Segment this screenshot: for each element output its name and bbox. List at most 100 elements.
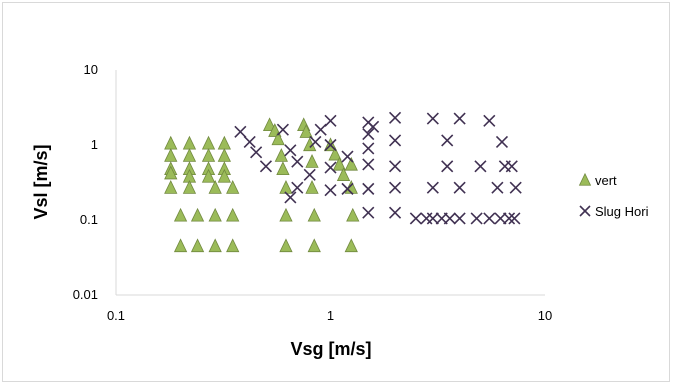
data-point-x [441, 160, 454, 173]
data-point-triangle [307, 238, 321, 253]
data-point-triangle [305, 154, 319, 168]
data-point-triangle [307, 207, 321, 222]
x-tick-label: 1 [327, 308, 334, 323]
data-point-x [505, 160, 518, 173]
data-point-triangle [201, 148, 216, 162]
data-point-triangle [182, 180, 197, 194]
data-point-x [389, 160, 402, 173]
data-point-x [470, 212, 483, 225]
data-point-triangle [190, 207, 205, 222]
data-point-x [284, 191, 297, 204]
data-point-x [491, 181, 504, 194]
legend-item: Slug Hori [579, 204, 649, 219]
data-point-triangle [226, 180, 240, 194]
data-point-x [324, 161, 337, 174]
data-point-x [234, 125, 247, 138]
data-point-x [303, 168, 316, 181]
data-point-x [426, 112, 439, 125]
data-point-triangle [173, 238, 188, 253]
series-vert [164, 117, 360, 253]
data-point-x [426, 181, 439, 194]
data-point-x [250, 146, 263, 159]
data-point-x [453, 212, 466, 225]
data-point-x [409, 212, 422, 225]
data-point-triangle [344, 156, 358, 171]
data-point-x [291, 181, 304, 194]
data-point-x [362, 142, 375, 155]
legend: vert Slug Hori [578, 172, 649, 219]
x-axis-title: Vsg [m/s] [290, 339, 371, 359]
data-point-triangle [305, 180, 319, 194]
data-point-triangle [279, 207, 293, 222]
data-point-x [483, 114, 496, 127]
legend-item: vert [578, 172, 617, 188]
data-point-x [389, 134, 402, 147]
data-point-triangle [164, 180, 178, 194]
x-tick-label: 10 [538, 308, 552, 323]
data-point-triangle [336, 167, 351, 181]
data-point-x [309, 135, 322, 148]
data-point-x [367, 120, 380, 133]
data-point-x [389, 206, 402, 219]
data-point-x [503, 212, 516, 225]
y-axis-title: Vsl [m/s] [31, 144, 51, 219]
data-point-x [495, 135, 509, 148]
data-point-triangle [164, 135, 178, 150]
data-point-x [474, 160, 487, 173]
data-point-triangle [182, 148, 197, 162]
y-tick-label: 10 [84, 62, 98, 77]
data-point-x [276, 123, 289, 136]
legend-label: vert [595, 173, 617, 188]
y-tick-label: 0.01 [73, 287, 98, 302]
x-tick-label: 0.1 [107, 308, 125, 323]
data-point-x [362, 158, 375, 171]
data-point-triangle [226, 238, 240, 253]
data-point-triangle [299, 124, 313, 138]
data-point-x [362, 127, 375, 141]
data-point-x [314, 123, 327, 136]
data-point-triangle [276, 161, 290, 176]
data-point-triangle [332, 156, 347, 171]
data-point-x [389, 111, 402, 124]
chart-area [2, 2, 670, 382]
data-point-x [284, 144, 297, 157]
data-point-x [441, 134, 454, 147]
data-point-triangle [328, 146, 342, 161]
legend-x-marker [579, 205, 591, 217]
legend-label: Slug Hori [595, 204, 649, 219]
data-point-x [443, 212, 456, 225]
data-point-triangle [217, 135, 231, 150]
data-point-triangle [217, 148, 231, 162]
data-point-x [420, 212, 433, 225]
data-point-x [453, 112, 466, 125]
data-point-triangle [208, 180, 222, 194]
data-point-x [291, 155, 304, 168]
data-point-triangle [279, 180, 293, 194]
data-point-x [243, 135, 256, 148]
data-point-triangle [217, 168, 231, 183]
y-tick-label: 1 [91, 137, 98, 152]
data-point-x [324, 138, 337, 152]
data-point-triangle [164, 148, 178, 162]
data-point-triangle [344, 238, 358, 253]
data-point-x [509, 181, 522, 194]
data-point-triangle [201, 135, 216, 150]
data-point-triangle [201, 168, 216, 183]
data-point-triangle [190, 238, 205, 253]
data-point-x [494, 212, 507, 225]
data-point-triangle [226, 207, 240, 222]
data-point-x [389, 181, 402, 194]
data-point-x [483, 212, 496, 225]
data-point-x [453, 181, 466, 194]
data-point-triangle [344, 180, 358, 194]
data-point-x [259, 160, 272, 173]
data-point-triangle [208, 238, 222, 253]
data-point-x [362, 206, 375, 219]
data-point-triangle [346, 207, 360, 222]
y-tick-label: 0.1 [80, 212, 98, 227]
data-point-x [341, 150, 354, 163]
data-point-triangle [279, 238, 293, 253]
data-point-x [341, 182, 354, 195]
axes [115, 70, 545, 296]
